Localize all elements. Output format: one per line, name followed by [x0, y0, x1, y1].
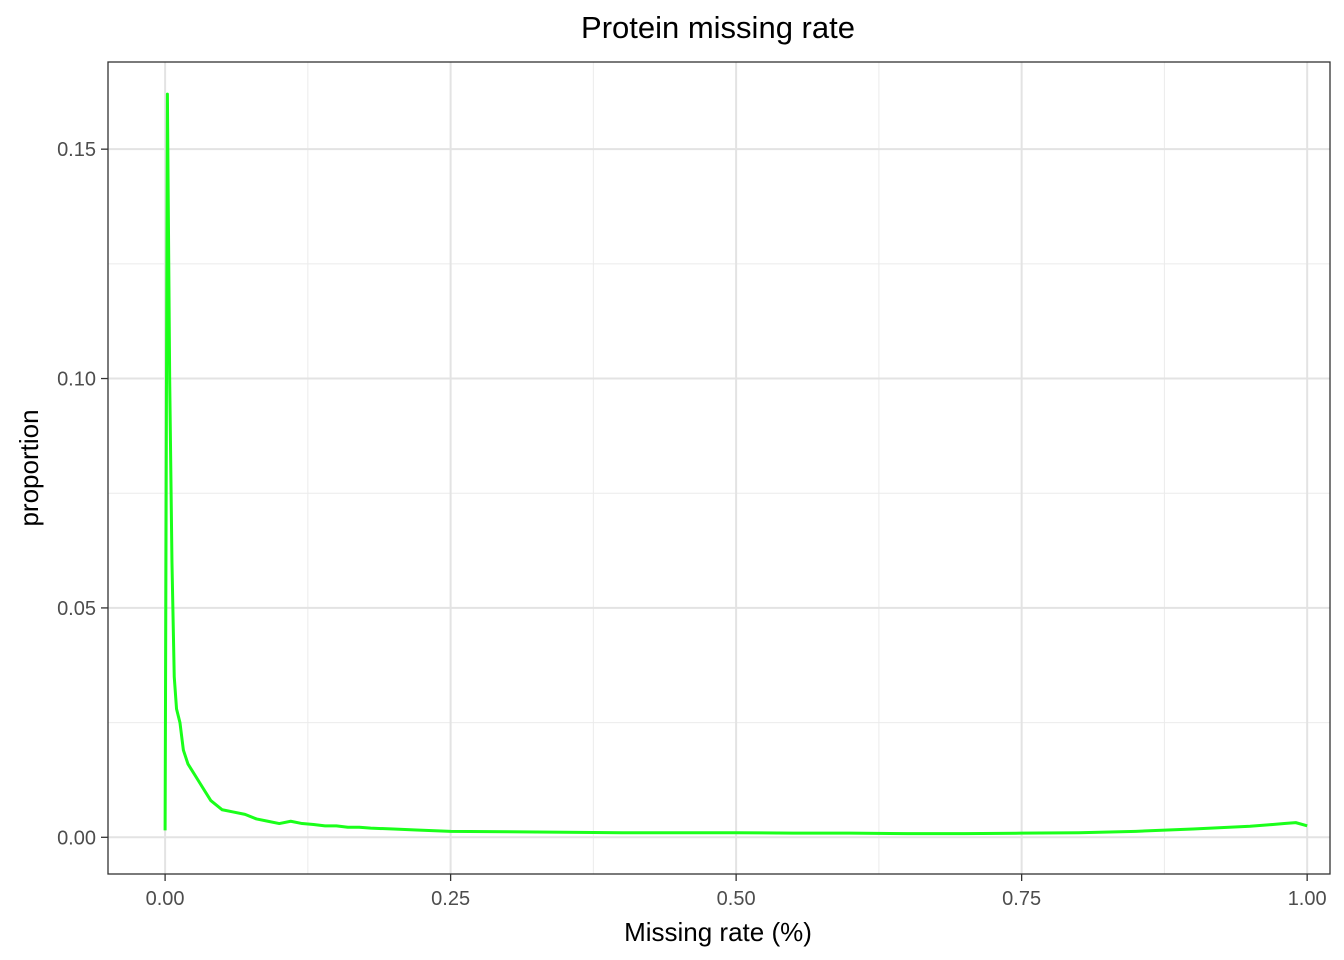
x-tick-label: 0.00	[146, 888, 185, 910]
chart-title: Protein missing rate	[581, 10, 855, 45]
y-axis-ticks: 0.00 0.05 0.10 0.15	[57, 139, 108, 849]
x-tick-label: 0.25	[431, 888, 470, 910]
plot-border	[107, 61, 1331, 875]
y-tick-label: 0.00	[57, 827, 96, 849]
x-tick-label: 0.50	[717, 888, 756, 910]
minor-gridlines	[108, 62, 1330, 874]
plot-panel	[108, 62, 1330, 874]
y-axis-title: proportion	[14, 409, 44, 526]
series-line-0	[163, 92, 1308, 836]
x-tick-label: 0.75	[1002, 888, 1041, 910]
major-gridlines	[108, 62, 1330, 874]
y-tick-label: 0.10	[57, 369, 96, 391]
x-tick-label: 1.00	[1288, 888, 1327, 910]
y-tick-label: 0.15	[57, 139, 96, 161]
data-lines	[163, 92, 1308, 836]
x-axis-title: Missing rate (%)	[624, 917, 812, 947]
y-tick-label: 0.05	[57, 598, 96, 620]
x-axis-ticks: 0.00 0.25 0.50 0.75 1.00	[146, 874, 1327, 910]
